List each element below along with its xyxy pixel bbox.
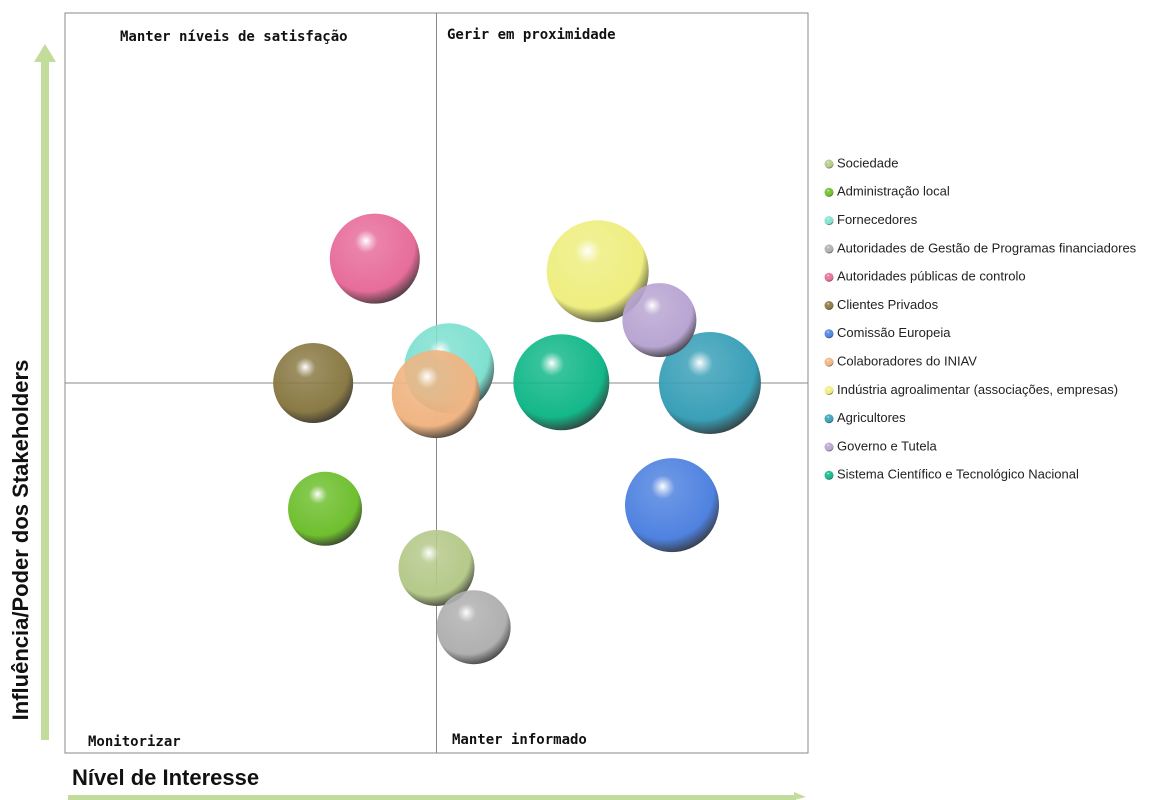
bubble [329,213,420,304]
legend-label: Administração local [837,184,950,199]
bubble [546,220,649,323]
bubble [398,530,475,606]
x-axis-label: Nível de Interesse [72,765,259,790]
quadrant-label: Monitorizar [88,734,181,750]
legend-label: Colaboradores do INIAV [837,354,977,369]
legend-swatch [824,329,834,339]
legend-swatch [824,244,834,254]
legend-label: Governo e Tutela [837,438,937,453]
legend-swatch [824,159,834,169]
legend-swatch [824,442,834,452]
bubble [391,350,480,439]
bubble [288,471,363,546]
legend-label: Autoridades públicas de controlo [837,269,1026,284]
bubble [625,458,720,553]
bubble [513,334,610,431]
legend-swatch [824,301,834,310]
legend-swatch [824,385,834,395]
quadrant-label: Manter informado [452,732,587,748]
y-axis-label: Influência/Poder dos Stakeholders [8,360,33,721]
bubble [273,343,354,423]
legend-label: Agricultores [837,410,906,425]
legend-swatch [824,470,834,480]
legend-label: Sociedade [837,155,898,170]
legend-label: Autoridades de Gestão de Programas finan… [837,240,1137,255]
legend-swatch [824,187,834,197]
legend-swatch [824,272,834,282]
legend-label: Indústria agroalimentar (associações, em… [837,382,1118,397]
legend-swatch [824,216,834,226]
legend-label: Fornecedores [837,212,918,227]
quadrant-label: Gerir em proximidade [447,27,616,43]
bubble [658,332,761,434]
legend-label: Comissão Europeia [837,325,951,340]
bubble [436,590,511,665]
legend-swatch [824,357,834,367]
y-axis-arrow [34,44,56,740]
quadrant-label: Manter níveis de satisfação [120,29,348,45]
bubble [622,283,697,358]
legend-swatch [824,414,834,424]
x-axis-arrow [68,792,806,800]
legend-label: Clientes Privados [837,297,939,312]
legend-label: Sistema Científico e Tecnológico Naciona… [837,467,1079,482]
